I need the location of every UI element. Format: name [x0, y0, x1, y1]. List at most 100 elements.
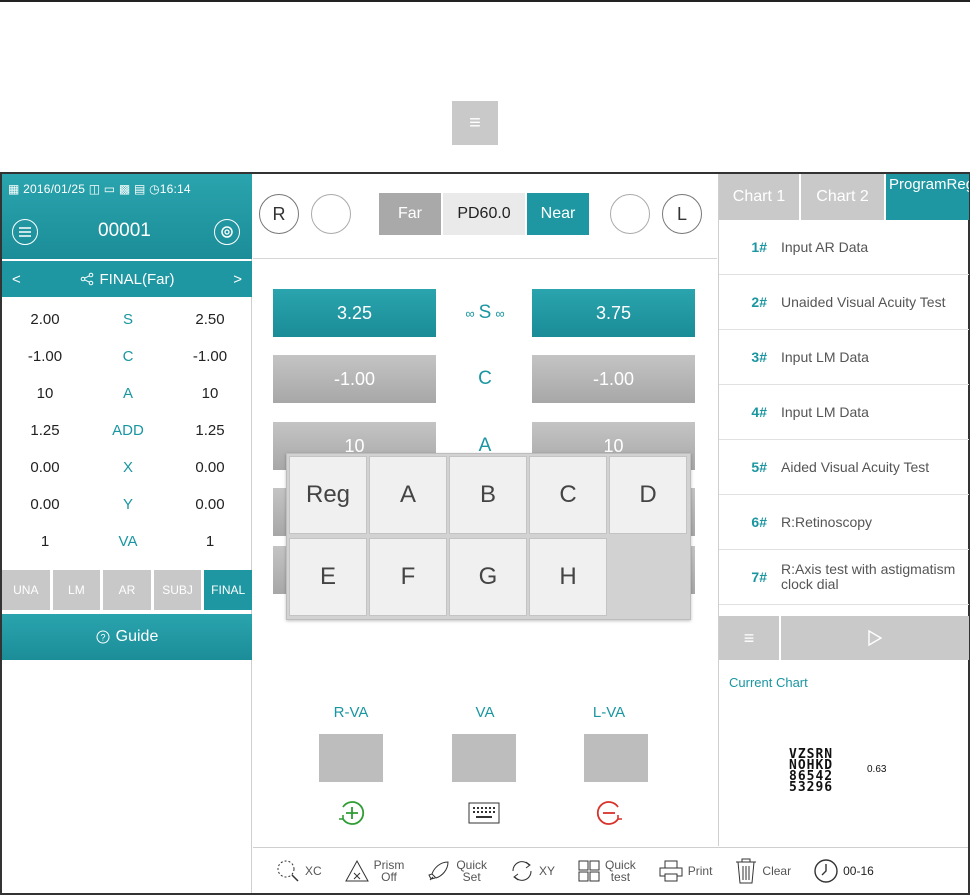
row-label: VA — [118, 533, 138, 550]
r-va-box[interactable] — [319, 734, 383, 782]
xc-label: XC — [305, 863, 322, 878]
tab-chart-2[interactable]: Chart 2 — [801, 174, 884, 220]
settings-gear-icon[interactable] — [214, 219, 240, 245]
row-label: A — [122, 385, 133, 402]
key-c[interactable]: C — [529, 456, 607, 534]
key-h[interactable]: H — [529, 538, 607, 616]
keyboard-button[interactable] — [467, 796, 501, 830]
right-value[interactable]: -1.00 — [27, 348, 63, 365]
s-right-value[interactable]: 3.25 — [273, 289, 436, 337]
link-icon[interactable]: ∞ — [465, 305, 475, 321]
patient-number[interactable]: 00001 — [98, 220, 151, 241]
list-item[interactable]: 5# Aided Visual Acuity Test — [719, 440, 969, 495]
print-button[interactable]: Print — [658, 859, 712, 883]
plus-circle-icon — [339, 801, 365, 825]
left-value[interactable]: 1 — [205, 533, 215, 550]
svg-text:?: ? — [100, 633, 105, 643]
xc-button[interactable]: XC — [275, 858, 322, 884]
program-controls: ≡ — [719, 616, 969, 660]
list-item[interactable]: 4# Input LM Data — [719, 385, 969, 440]
left-occluder-button[interactable] — [610, 194, 650, 234]
c-right-value[interactable]: -1.00 — [273, 355, 436, 403]
quick-set-button[interactable]: Quick Set — [426, 858, 487, 884]
key-a[interactable]: A — [369, 456, 447, 534]
left-value[interactable]: -1.00 — [192, 348, 228, 365]
step-number: 2# — [751, 294, 767, 310]
key-f[interactable]: F — [369, 538, 447, 616]
key-reg[interactable]: Reg — [289, 456, 367, 534]
top-border-line — [0, 0, 970, 2]
clear-button[interactable]: Clear — [734, 857, 791, 885]
left-value[interactable]: 2.50 — [195, 311, 225, 328]
near-button[interactable]: Near — [527, 193, 589, 235]
xy-button[interactable]: XY — [509, 859, 555, 883]
list-item[interactable]: 3# Input LM Data — [719, 330, 969, 385]
step-number: 1# — [751, 239, 767, 255]
l-va-box[interactable] — [584, 734, 648, 782]
tab-program-reg[interactable]: ProgramReg — [886, 174, 969, 220]
rotate-icon — [512, 860, 532, 881]
list-item[interactable]: 1# Input AR Data — [719, 220, 969, 275]
table-row: 2.00 S 2.50 — [2, 301, 252, 338]
prism-off-button[interactable]: Prism Off — [344, 859, 404, 883]
step-number: 5# — [751, 459, 767, 475]
link-icon[interactable]: ∞ — [495, 305, 505, 321]
step-text: Unaided Visual Acuity Test — [781, 293, 946, 310]
list-item[interactable]: 7# R:Axis test with astigmatism clock dia… — [719, 550, 969, 605]
left-value[interactable]: 1.25 — [195, 422, 225, 439]
prev-mode-chevron-icon[interactable]: < — [12, 270, 21, 288]
list-item[interactable]: 2# Unaided Visual Acuity Test — [719, 275, 969, 330]
menu-button[interactable]: ≡ — [452, 101, 498, 145]
c-left-value[interactable]: -1.00 — [532, 355, 695, 403]
tab-lm[interactable]: LM — [52, 570, 101, 610]
unit-icon: ▩ — [118, 182, 131, 196]
key-b[interactable]: B — [449, 456, 527, 534]
s-left-value[interactable]: 3.75 — [532, 289, 695, 337]
table-row: -1.00 C -1.00 — [2, 338, 252, 375]
list-item[interactable]: 6# R:Retinoscopy — [719, 495, 969, 550]
right-value[interactable]: 1.25 — [30, 422, 60, 439]
table-row: 1.25 ADD 1.25 — [2, 412, 252, 449]
left-value[interactable]: 0.00 — [195, 459, 225, 476]
decrease-va-button[interactable] — [592, 796, 626, 830]
next-mode-chevron-icon[interactable]: > — [233, 270, 242, 288]
increase-va-button[interactable] — [335, 796, 369, 830]
table-row: 1 VA 1 — [2, 523, 252, 560]
optotype-line: 53296 — [789, 780, 834, 795]
right-eye-button[interactable]: R — [259, 194, 299, 234]
quick-test-button[interactable]: Quick test — [577, 859, 636, 883]
program-list: 1# Input AR Data 2# Unaided Visual Acuity … — [719, 220, 969, 605]
left-eye-button[interactable]: L — [662, 194, 702, 234]
status-time: 16:14 — [159, 182, 191, 196]
list-menu-icon[interactable] — [12, 219, 38, 245]
tab-final[interactable]: FINAL — [204, 570, 252, 610]
timer-display[interactable]: 00-16 — [813, 858, 874, 884]
key-e[interactable]: E — [289, 538, 367, 616]
right-value[interactable]: 1 — [40, 533, 50, 550]
right-value[interactable]: 2.00 — [30, 311, 60, 328]
right-occluder-button[interactable] — [311, 194, 351, 234]
tab-una[interactable]: UNA — [2, 570, 50, 610]
guide-button[interactable]: ? Guide — [2, 614, 252, 660]
left-value[interactable]: 0.00 — [195, 496, 225, 513]
refraction-table: 2.00 S 2.50 -1.00 C -1.00 10 A 10 1.25 ADD 1.25 … — [2, 301, 252, 560]
program-menu-button[interactable]: ≡ — [719, 616, 779, 660]
timer-value: 00-16 — [843, 863, 874, 878]
right-value[interactable]: 0.00 — [30, 496, 60, 513]
right-value[interactable]: 10 — [36, 385, 54, 402]
tab-subj[interactable]: SUBJ — [153, 570, 202, 610]
step-number: 7# — [751, 569, 767, 585]
va-box[interactable] — [452, 734, 516, 782]
refraction-panel: R Far PD60.0 Near L 3.25 ∞ S ∞ 3.75 -1.0… — [253, 174, 717, 846]
keyboard-icon — [468, 802, 500, 824]
left-value[interactable]: 10 — [201, 385, 219, 402]
tab-ar[interactable]: AR — [103, 570, 151, 610]
tab-chart-1[interactable]: Chart 1 — [719, 174, 799, 220]
grid-icon — [578, 860, 600, 881]
far-button[interactable]: Far — [379, 193, 441, 235]
key-g[interactable]: G — [449, 538, 527, 616]
play-button[interactable] — [781, 616, 969, 660]
key-d[interactable]: D — [609, 456, 687, 534]
pd-display[interactable]: PD60.0 — [443, 193, 525, 235]
right-value[interactable]: 0.00 — [30, 459, 60, 476]
